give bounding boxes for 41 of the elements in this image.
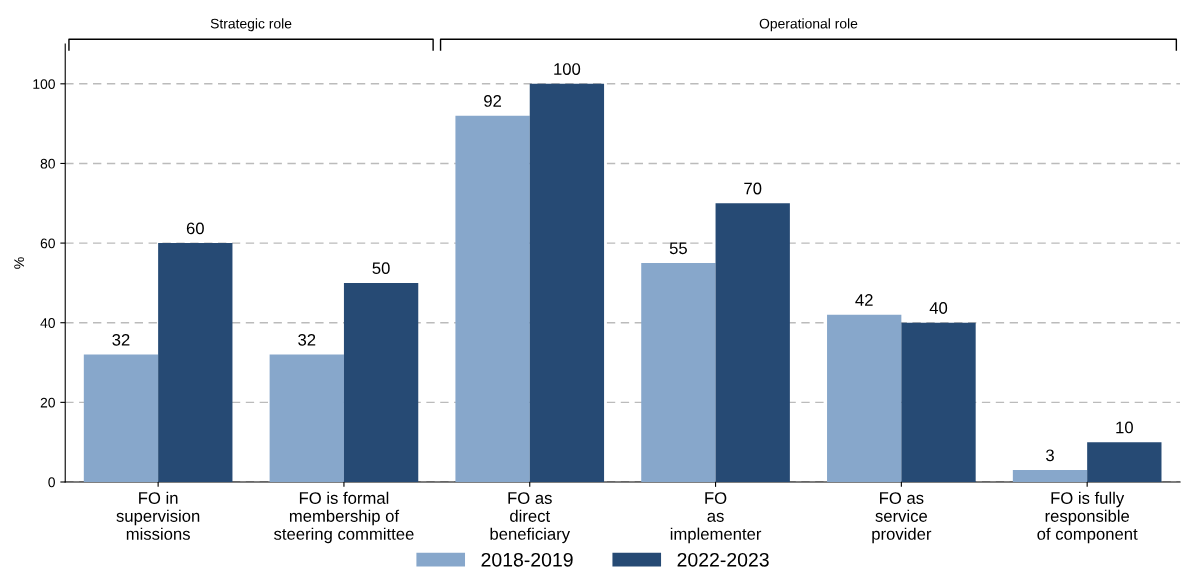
bar [529,83,605,482]
data-label: 70 [744,182,762,195]
x-tick-label: FO as service provider [872,492,932,544]
x-tick-label: FO in supervision missions [116,491,200,540]
y-axis-title: % [14,257,24,269]
x-tick-label: FO as direct beneficiary [490,492,571,544]
legend-label: 2018-2019 [481,552,573,567]
data-label: 40 [929,302,948,314]
data-label: 42 [855,294,873,306]
bar [1087,442,1162,482]
data-label: 60 [186,222,204,235]
bar [641,263,716,482]
data-label: 100 [554,63,581,75]
text: Operational role [759,18,858,32]
data-label: 32 [298,333,316,346]
bar [1012,470,1088,482]
bar [455,115,530,482]
text: Strategic role [210,18,292,32]
x-tick-label: FO is fully responsible of component [1037,491,1138,544]
y-tick-label: 60 [40,238,55,249]
y-tick-label: 20 [40,397,55,408]
data-label: 32 [112,333,130,346]
data-label: 10 [1116,421,1133,434]
y-tick-label: 40 [40,318,55,328]
y-tick-label: 0 [48,477,55,488]
data-label: 92 [484,95,502,107]
bar [83,354,159,482]
data-label: 50 [372,262,390,275]
data-label: 3 [1046,449,1054,462]
bar [343,282,419,482]
bar [827,314,902,482]
y-tick-label: 80 [40,158,55,169]
bar [158,243,233,482]
x-tick-label: FO is formal membership of steering committee [274,491,414,544]
bar [715,203,790,482]
bar [269,354,344,482]
y-tick-label: 100 [33,79,55,89]
legend-label: 2022-2023 [677,552,769,567]
data-label: 55 [669,242,687,255]
x-tick-label: FO as implementer [670,492,762,544]
bar [901,322,976,482]
